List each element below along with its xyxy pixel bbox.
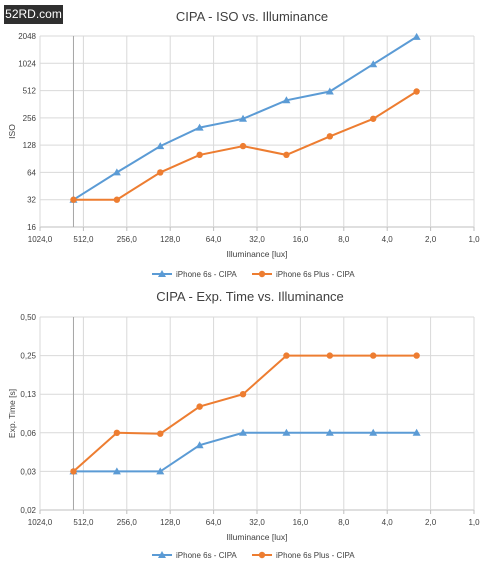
- legend-label: iPhone 6s - CIPA: [176, 270, 237, 279]
- x-tick-label: 8,0: [338, 235, 350, 244]
- data-point-triangle: [412, 32, 421, 40]
- x-tick-label: 64,0: [206, 235, 222, 244]
- data-point-circle: [157, 169, 164, 176]
- data-point-circle: [283, 352, 290, 359]
- data-point-triangle: [239, 114, 248, 122]
- data-point-triangle: [282, 428, 291, 436]
- data-point-circle: [326, 352, 334, 359]
- x-axis-label: Illuminance [lux]: [227, 249, 288, 259]
- x-tick-label: 512,0: [73, 235, 94, 244]
- y-tick-label: 2048: [18, 32, 36, 41]
- data-point-triangle: [282, 96, 291, 104]
- data-point-triangle: [412, 428, 421, 436]
- x-tick-label: 32,0: [249, 518, 265, 527]
- y-axis-label: Exp. Time [s]: [7, 389, 17, 438]
- x-tick-label: 64,0: [206, 518, 222, 527]
- x-tick-label: 128,0: [160, 518, 181, 527]
- y-tick-label: 0,50: [20, 313, 36, 322]
- data-point-circle: [413, 352, 420, 359]
- data-point-triangle: [156, 142, 165, 150]
- chart-title: CIPA - ISO vs. Illuminance: [176, 9, 328, 24]
- data-point-triangle: [112, 467, 121, 475]
- x-tick-label: 1024,0: [28, 518, 53, 527]
- data-point-triangle: [369, 60, 378, 68]
- legend-marker: [158, 551, 166, 558]
- series-line: [73, 431, 417, 473]
- data-point-triangle: [369, 428, 378, 436]
- data-point-triangle: [156, 467, 165, 475]
- y-tick-label: 128: [23, 141, 37, 150]
- x-tick-label: 1024,0: [28, 235, 53, 244]
- chart-title: CIPA - Exp. Time vs. Illuminance: [156, 289, 344, 304]
- data-point-circle: [196, 403, 203, 410]
- x-tick-label: 2,0: [425, 518, 437, 527]
- y-tick-label: 32: [27, 196, 36, 205]
- x-tick-label: 128,0: [160, 235, 181, 244]
- y-tick-label: 1024: [18, 59, 36, 68]
- legend-label: iPhone 6s - CIPA: [176, 551, 237, 560]
- x-tick-label: 4,0: [382, 235, 394, 244]
- y-tick-label: 64: [27, 168, 36, 177]
- x-tick-label: 256,0: [117, 518, 138, 527]
- data-point-circle: [196, 151, 203, 159]
- x-tick-label: 512,0: [73, 518, 94, 527]
- y-tick-label: 256: [23, 114, 37, 123]
- data-point-triangle: [195, 441, 204, 449]
- x-tick-label: 32,0: [249, 235, 265, 244]
- x-tick-label: 1,0: [468, 235, 480, 244]
- data-point-circle: [70, 468, 77, 475]
- y-tick-label: 0,02: [20, 506, 36, 515]
- x-tick-label: 8,0: [338, 518, 350, 527]
- y-tick-label: 0,13: [20, 390, 36, 399]
- legend-marker: [258, 270, 266, 278]
- series-line: [72, 354, 417, 473]
- x-tick-label: 2,0: [425, 235, 437, 244]
- data-point-triangle: [325, 428, 334, 436]
- data-point-circle: [370, 352, 377, 359]
- x-tick-label: 16,0: [293, 235, 309, 244]
- data-point-triangle: [239, 428, 248, 436]
- data-point-circle: [113, 196, 121, 203]
- data-point-circle: [413, 88, 420, 95]
- y-tick-label: 16: [27, 223, 36, 232]
- data-point-circle: [326, 133, 334, 140]
- x-tick-label: 16,0: [293, 518, 309, 527]
- data-point-triangle: [112, 168, 121, 176]
- x-tick-label: 256,0: [117, 235, 138, 244]
- y-tick-label: 0,03: [20, 467, 36, 476]
- legend-marker: [258, 551, 266, 559]
- data-point-circle: [70, 196, 77, 203]
- data-point-circle: [239, 142, 247, 150]
- x-tick-label: 1,0: [468, 518, 480, 527]
- watermark-logo: 52RD.com: [4, 5, 63, 24]
- legend-label: iPhone 6s Plus - CIPA: [276, 551, 355, 560]
- y-tick-label: 512: [23, 87, 37, 96]
- x-tick-label: 4,0: [382, 518, 394, 527]
- y-tick-label: 0,25: [20, 352, 36, 361]
- data-point-circle: [283, 151, 290, 159]
- data-point-triangle: [195, 123, 204, 131]
- data-point-circle: [239, 391, 247, 398]
- y-tick-label: 0,06: [20, 429, 36, 438]
- x-axis-label: Illuminance [lux]: [227, 532, 288, 542]
- data-point-triangle: [325, 87, 334, 95]
- data-point-circle: [157, 430, 164, 437]
- legend-label: iPhone 6s Plus - CIPA: [276, 270, 355, 279]
- y-axis-label: ISO: [7, 124, 17, 139]
- data-point-circle: [113, 429, 121, 436]
- data-point-circle: [370, 115, 377, 122]
- legend-marker: [158, 270, 166, 277]
